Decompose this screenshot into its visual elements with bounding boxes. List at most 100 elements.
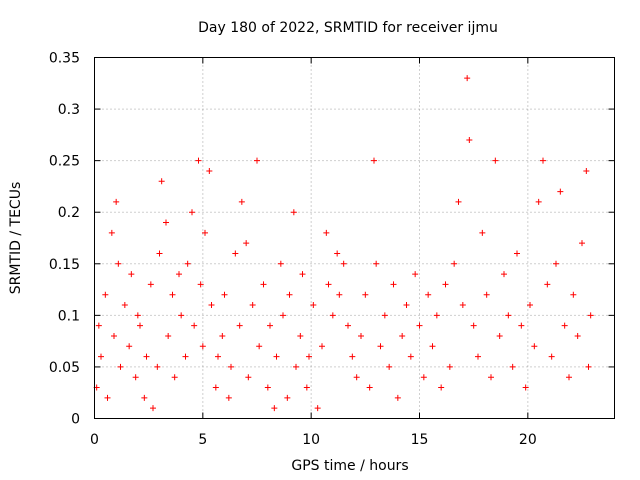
data-point [544, 281, 551, 288]
data-point [264, 384, 271, 391]
data-point [566, 374, 572, 381]
y-tick-label: 0.2 [58, 205, 80, 221]
data-point [171, 374, 178, 381]
data-point [154, 363, 161, 370]
data-point [195, 157, 202, 164]
data-point [548, 353, 555, 360]
data-point [215, 353, 221, 360]
y-axis-label: SRMTID / TECUs [8, 182, 24, 295]
data-point [271, 405, 278, 412]
data-point [531, 343, 538, 350]
data-point [163, 219, 169, 226]
data-point [141, 394, 148, 401]
data-point [358, 332, 364, 339]
data-point [199, 343, 206, 350]
data-point [113, 198, 120, 205]
grid-lines [94, 57, 615, 419]
data-point [518, 322, 525, 329]
data-point [143, 353, 150, 360]
axis-ticks [94, 57, 615, 419]
data-point [254, 157, 260, 164]
data-point [208, 302, 215, 309]
data-point [197, 281, 204, 288]
data-point [310, 302, 317, 309]
x-axis-label: GPS time / hours [291, 458, 408, 474]
data-point [475, 353, 481, 360]
data-point [228, 363, 234, 370]
data-point [362, 291, 369, 298]
data-point [540, 157, 546, 164]
data-point [290, 209, 297, 216]
data-point [98, 353, 104, 360]
data-point [206, 167, 213, 174]
data-point [442, 281, 449, 288]
data-point [293, 363, 299, 370]
data-point [147, 281, 154, 288]
data-point [156, 250, 163, 257]
data-point [412, 271, 419, 278]
y-tick-label: 0.25 [49, 154, 80, 170]
data-point [273, 353, 280, 360]
data-point [260, 281, 267, 288]
data-point [150, 405, 156, 412]
data-point [280, 312, 286, 319]
data-point [115, 260, 122, 267]
data-point [425, 291, 432, 298]
data-point [284, 394, 291, 401]
data-point [299, 271, 306, 278]
data-point [225, 394, 232, 401]
data-point [505, 312, 512, 319]
data-point [479, 229, 486, 236]
data-point [416, 322, 423, 329]
data-point [314, 405, 321, 412]
data-point [336, 291, 343, 298]
data-point [459, 302, 466, 309]
x-tick-label: 0 [90, 432, 99, 448]
data-point [126, 343, 133, 350]
data-point [169, 291, 176, 298]
data-point [182, 353, 189, 360]
data-point [108, 229, 115, 236]
data-point [202, 229, 208, 236]
data-point [446, 363, 453, 370]
data-point [102, 291, 109, 298]
data-point [371, 157, 377, 164]
data-point [390, 281, 397, 288]
y-tick-label: 0.1 [58, 308, 80, 324]
data-points [93, 75, 594, 412]
x-tick-label: 10 [302, 432, 320, 448]
y-tick-labels: 0 0.05 0.1 0.15 0.2 0.25 0.3 0.35 [49, 51, 80, 428]
data-point [366, 384, 373, 391]
data-point [104, 394, 111, 401]
data-point [303, 384, 310, 391]
data-point [95, 322, 102, 329]
data-point [178, 312, 185, 319]
data-point [483, 291, 490, 298]
data-point [527, 302, 533, 309]
data-point [488, 374, 494, 381]
data-point [158, 178, 165, 185]
data-point [329, 312, 336, 319]
data-point [509, 363, 516, 370]
data-point [557, 188, 564, 195]
data-point [438, 384, 445, 391]
data-point [399, 332, 406, 339]
data-point [514, 250, 520, 257]
y-tick-label: 0.15 [49, 257, 80, 273]
data-point [236, 322, 243, 329]
data-point [429, 343, 436, 350]
data-point [466, 137, 473, 144]
data-point [579, 240, 585, 247]
data-point [451, 260, 458, 267]
data-point [238, 198, 245, 205]
data-point [403, 302, 410, 309]
data-point [522, 384, 529, 391]
data-point [561, 322, 568, 329]
data-point [349, 353, 356, 360]
data-point [277, 260, 284, 267]
y-tick-label: 0 [71, 412, 80, 428]
data-point [407, 353, 414, 360]
data-point [325, 281, 332, 288]
data-point [232, 250, 239, 257]
